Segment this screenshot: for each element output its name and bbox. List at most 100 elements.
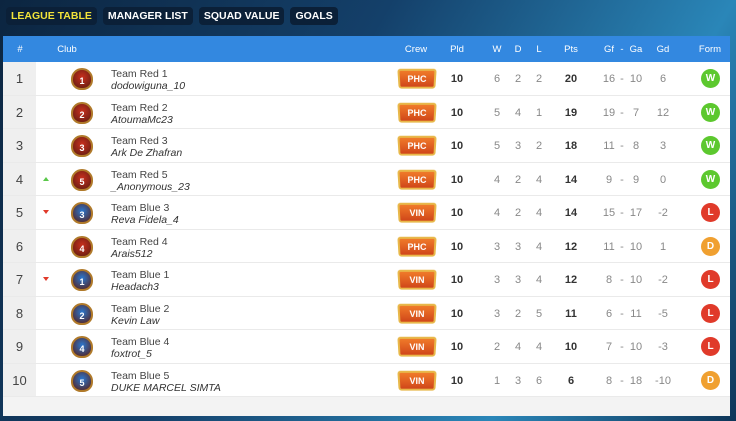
- stat-pld: 10: [450, 307, 464, 320]
- stat-sep: -: [620, 106, 624, 119]
- club-badge-icon: 2: [71, 101, 93, 124]
- stat-sep: -: [620, 307, 624, 320]
- team-name: Team Blue 4: [111, 336, 170, 348]
- rank: 3: [3, 129, 36, 162]
- stat-l: 5: [535, 307, 543, 320]
- form-badge: W: [701, 102, 720, 122]
- manager-name: Ark De Zhafran: [111, 147, 183, 159]
- stat-gf: 15: [602, 207, 616, 219]
- stat-gf: 11: [603, 140, 615, 152]
- crew-badge[interactable]: PHC: [397, 169, 437, 190]
- tab-league-table[interactable]: LEAGUE TABLE: [6, 7, 97, 25]
- rank: 9: [3, 330, 36, 363]
- stat-ga: 7: [632, 106, 640, 119]
- club-badge-icon: 1: [71, 68, 93, 90]
- arrow-down-icon: [43, 277, 49, 281]
- club-info[interactable]: Team Red 2 AtoumaMc23: [111, 102, 173, 126]
- crew-badge[interactable]: VIN: [397, 303, 437, 324]
- tab-manager-list[interactable]: MANAGER LIST: [102, 7, 193, 25]
- form-badge: W: [701, 69, 720, 88]
- header-gd: Gd: [656, 44, 670, 55]
- stat-gf: 8: [605, 274, 613, 286]
- crew-badge[interactable]: PHC: [397, 135, 437, 156]
- club-badge-icon: 1: [71, 269, 93, 291]
- stat-d: 4: [514, 341, 522, 353]
- stat-sep: -: [620, 140, 624, 152]
- table-row[interactable]: 6 4 Team Red 4 Arais512 PHC 10 3 3 4 12 11-10 1 D: [3, 229, 730, 263]
- club-info[interactable]: Team Blue 4 foxtrot_5: [111, 336, 169, 360]
- club-badge-icon: 4: [71, 235, 93, 258]
- stat-l: 2: [535, 140, 543, 152]
- stat-l: 6: [535, 374, 543, 387]
- crew-badge[interactable]: PHC: [397, 102, 437, 123]
- stat-l: 4: [535, 274, 543, 286]
- club-info[interactable]: Team Red 3 Ark De Zhafran: [111, 135, 182, 159]
- crew-badge[interactable]: PHC: [397, 68, 437, 89]
- form-badge: L: [701, 270, 720, 289]
- rank: 8: [3, 296, 36, 329]
- stat-w: 1: [493, 374, 501, 387]
- stat-d: 2: [514, 173, 522, 186]
- stat-pts: 18: [564, 140, 578, 152]
- club-info[interactable]: Team Blue 3 Reva Fidela_4: [111, 202, 179, 226]
- table-row[interactable]: 4 5 Team Red 5 _Anonymous_23 PHC 10 4 2 4 14 9-9 0 W: [3, 162, 730, 196]
- team-name: Team Blue 2: [111, 302, 170, 315]
- header-d: D: [514, 44, 522, 55]
- stat-pld: 10: [450, 106, 464, 119]
- stat-d: 3: [514, 140, 522, 152]
- tab-squad-value[interactable]: SQUAD VALUE: [198, 7, 285, 25]
- crew-badge[interactable]: VIN: [397, 336, 437, 357]
- rank: 1: [3, 62, 36, 95]
- stat-pld: 10: [450, 274, 464, 286]
- stat-w: 4: [493, 173, 501, 186]
- table-row[interactable]: 5 3 Team Blue 3 Reva Fidela_4 VIN 10 4 2 4 14 15-1…: [3, 196, 730, 230]
- table-row[interactable]: 10 5 Team Blue 5 DUKE MARCEL SIMTA VIN 10 1 3 6 6…: [3, 363, 730, 397]
- stat-gd: 3: [659, 140, 667, 152]
- stat-pts: 12: [564, 274, 578, 286]
- stat-ga: 10: [629, 274, 643, 286]
- crew-badge[interactable]: VIN: [397, 370, 437, 391]
- table-row[interactable]: 2 2 Team Red 2 AtoumaMc23 PHC 10 5 4 1 19 19-7 12 W: [3, 95, 730, 129]
- header-w: W: [492, 44, 502, 55]
- stat-ga: 8: [632, 140, 640, 152]
- club-info[interactable]: Team Red 5 _Anonymous_23: [111, 169, 190, 193]
- tab-goals[interactable]: GOALS: [290, 7, 338, 25]
- header-form: Form: [698, 44, 722, 55]
- stat-d: 3: [514, 374, 522, 387]
- header-ga: Ga: [629, 44, 643, 55]
- crew-badge[interactable]: VIN: [397, 202, 437, 223]
- crew-badge[interactable]: PHC: [397, 236, 437, 257]
- table-row[interactable]: 7 1 Team Blue 1 Headach3 VIN 10 3 3 4 12 8-10 -2 L: [3, 263, 730, 297]
- team-name: Team Red 4: [111, 235, 168, 248]
- table-row[interactable]: 9 4 Team Blue 4 foxtrot_5 VIN 10 2 4 4 10 7-10 -3 L: [3, 330, 730, 364]
- club-info[interactable]: Team Red 1 dodowiguna_10: [111, 68, 185, 92]
- rank: 7: [3, 263, 36, 296]
- table-row[interactable]: 8 2 Team Blue 2 Kevin Law VIN 10 3 2 5 11 6-11 -5 L: [3, 296, 730, 330]
- club-info[interactable]: Team Blue 5 DUKE MARCEL SIMTA: [111, 370, 221, 394]
- stat-ga: 18: [629, 374, 643, 387]
- form-badge: D: [701, 236, 720, 256]
- club-info[interactable]: Team Red 4 Arais512: [111, 236, 168, 260]
- stat-sep: -: [620, 173, 624, 186]
- stat-pld: 10: [450, 374, 464, 387]
- crew-badge[interactable]: VIN: [397, 269, 437, 290]
- stat-d: 4: [514, 106, 522, 119]
- stat-pld: 10: [450, 173, 464, 186]
- club-info[interactable]: Team Blue 2 Kevin Law: [111, 303, 169, 327]
- table-row[interactable]: 1 1 Team Red 1 dodowiguna_10 PHC 10 6 2 2 20 16-10…: [3, 62, 730, 96]
- stat-gf: 6: [605, 307, 613, 320]
- stat-l: 2: [535, 73, 543, 85]
- form-badge: W: [701, 169, 720, 189]
- stat-w: 3: [493, 307, 501, 320]
- manager-name: Reva Fidela_4: [111, 214, 179, 226]
- manager-name: Kevin Law: [111, 314, 160, 327]
- stat-pld: 10: [450, 240, 464, 253]
- team-name: Team Red 5: [111, 168, 168, 181]
- table-row[interactable]: 3 3 Team Red 3 Ark De Zhafran PHC 10 5 3 2 18 11-8…: [3, 129, 730, 163]
- manager-name: Arais512: [111, 247, 153, 260]
- stat-sep: -: [620, 207, 624, 219]
- stat-sep: -: [620, 73, 624, 85]
- stat-gf: 7: [605, 341, 613, 353]
- stat-d: 2: [514, 207, 522, 219]
- club-info[interactable]: Team Blue 1 Headach3: [111, 269, 169, 293]
